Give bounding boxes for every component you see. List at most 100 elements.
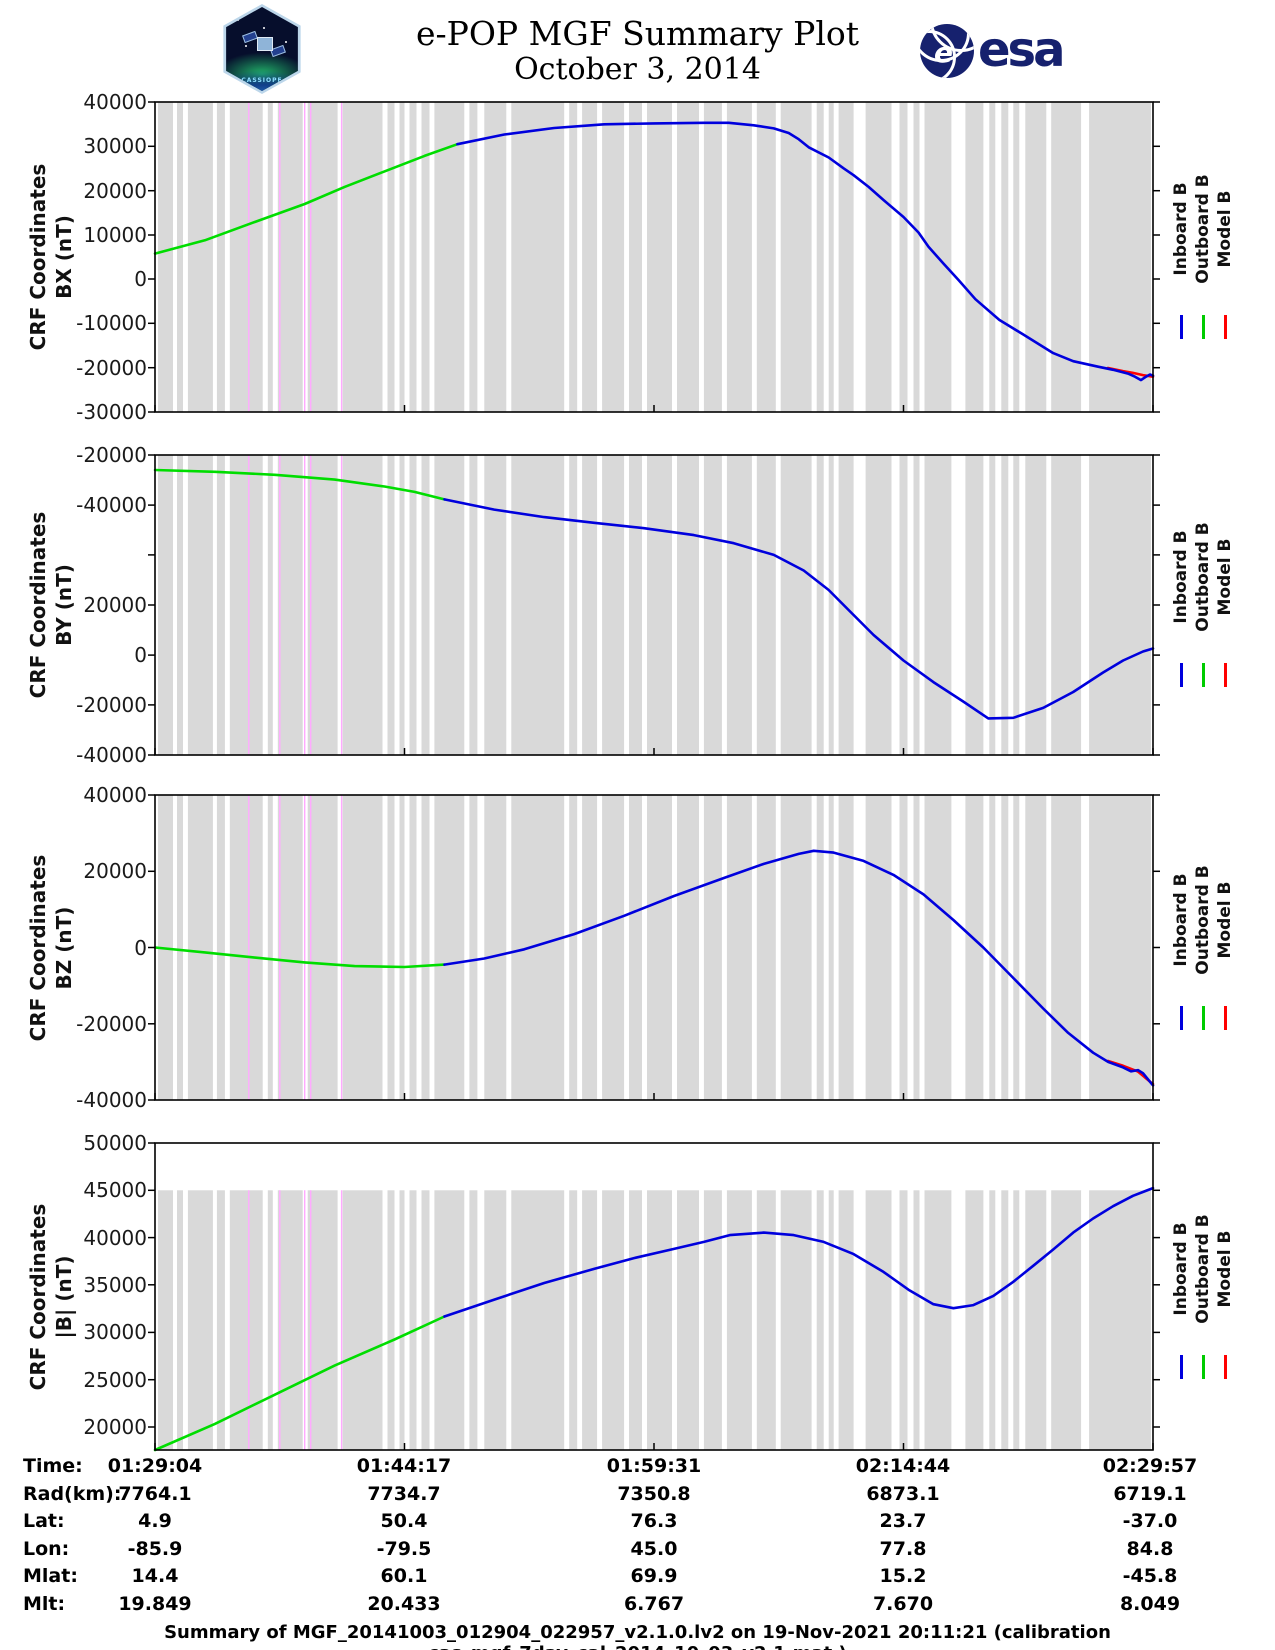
curve-outboard-by [153, 468, 446, 501]
page-subtitle-date: October 3, 2014 [514, 52, 761, 87]
legend-swatch-inboard-b [1180, 663, 1183, 687]
data-gap-band [1051, 102, 1082, 412]
table-cell: 01:44:17 [356, 1455, 452, 1477]
data-gap-band [434, 455, 465, 755]
data-gap-band [816, 795, 824, 1100]
data-gap-band [158, 455, 173, 755]
data-gap-band [511, 1190, 565, 1450]
data-gap-band [828, 1190, 834, 1450]
data-gap-band [828, 455, 834, 755]
data-gap-band [1089, 1190, 1151, 1450]
data-gap-band [434, 102, 465, 412]
y-tick-label-by: -40000 [76, 493, 147, 518]
data-gap-band [1013, 1190, 1020, 1450]
data-gap-band [569, 1190, 578, 1450]
data-gap-band [307, 1190, 338, 1450]
data-gap-band [1025, 795, 1047, 1100]
data-gap-band [1089, 102, 1151, 412]
data-gap-band [399, 102, 405, 412]
table-cell: 8.049 [1119, 1592, 1181, 1615]
data-gap-band [838, 455, 854, 755]
axis-label-line2-bz: BZ (nT) [52, 906, 76, 989]
legend-swatch-outboard-b [1202, 663, 1205, 687]
table-row-label: Rad(km): [23, 1482, 122, 1505]
table-cell: 7350.8 [617, 1482, 691, 1505]
data-gap-band [838, 795, 854, 1100]
y-tick-label-by: -40000 [76, 743, 147, 767]
data-gap-band [229, 795, 263, 1100]
data-gap-band [267, 1190, 273, 1450]
data-gap-band [421, 102, 430, 412]
data-gap-band [569, 102, 578, 412]
data-gap-band [277, 795, 303, 1100]
data-gap-band [511, 795, 565, 1100]
data-gap-band [899, 102, 908, 412]
table-cell: 50.4 [380, 1510, 428, 1532]
data-gap-band [582, 1190, 598, 1450]
curve-outboard-bx [153, 142, 459, 255]
data-gap-band [342, 795, 383, 1100]
data-gap-band [865, 102, 892, 412]
data-gap-band [703, 102, 722, 412]
data-gap-band [387, 1190, 395, 1450]
data-gap-band [187, 795, 213, 1100]
y-tick-label-bx: -30000 [76, 400, 147, 424]
data-gap-band [1089, 455, 1151, 755]
data-gap-band [187, 455, 213, 755]
data-gap-band [913, 102, 920, 412]
data-gap-band [307, 455, 338, 755]
y-tick-label-bx: 10000 [83, 222, 147, 247]
data-gap-band [277, 1190, 303, 1450]
data-gap-band [399, 455, 405, 755]
curve-inboard-bz [443, 849, 1155, 1087]
data-gap-band [158, 102, 173, 412]
legend-label-outboard-b: Outboard B [1193, 1213, 1213, 1324]
table-cell: -79.5 [376, 1537, 432, 1560]
data-gap-band [1013, 455, 1020, 755]
legend-swatch-model-b [1224, 1005, 1227, 1030]
plot-area-bmag [148, 1142, 1160, 1452]
data-gap-band [816, 1190, 824, 1450]
data-gap-band [1001, 455, 1009, 755]
table-row-label: Mlt: [23, 1592, 66, 1615]
legend-swatch-outboard-b [1202, 1354, 1205, 1379]
data-gap-band [582, 102, 598, 412]
data-gap-band [924, 455, 952, 755]
data-gap-band [387, 102, 395, 412]
y-tick-label-bmag: 20000 [83, 1414, 147, 1439]
legend-label-outboard-b: Outboard B [1193, 522, 1213, 632]
data-gap-band [780, 455, 812, 755]
y-tick-label-by: -20000 [76, 443, 147, 467]
data-gap-band [469, 1190, 478, 1450]
data-gap-band [726, 455, 752, 755]
data-gap-band [913, 455, 920, 755]
data-gap-band [602, 795, 625, 1100]
table-cell: 4.9 [138, 1510, 172, 1532]
data-gap-band [1051, 1190, 1082, 1450]
table-cell: 6873.1 [866, 1482, 940, 1505]
data-gap-band [511, 455, 565, 755]
legend-label-model-b: Model B [1215, 881, 1235, 958]
data-gap-band [602, 455, 625, 755]
data-gap-band [703, 795, 722, 1100]
data-gap-band [387, 795, 395, 1100]
data-gap-band [158, 1190, 173, 1450]
data-gap-band [756, 795, 776, 1100]
plot-area-bz [148, 794, 1160, 1101]
data-gap-band [409, 1190, 417, 1450]
axis-label-line2-bmag: |B| (nT) [52, 1255, 76, 1338]
axis-label-line1-bx: CRF Coordinates [26, 163, 50, 351]
y-tick-label-bx: 0 [134, 267, 147, 291]
data-gap-band [629, 1190, 642, 1450]
data-gap-band [1001, 102, 1009, 412]
data-gap-band [187, 102, 213, 412]
data-gap-band [277, 455, 303, 755]
data-gap-band [421, 1190, 430, 1450]
data-gap-band [582, 795, 598, 1100]
data-gap-band [409, 455, 417, 755]
footer-summary-line: Summary of MGF_20141003_012904_022957_v2… [164, 1622, 1111, 1650]
curve-inboard-bx [456, 121, 1155, 382]
plot-area-by [148, 454, 1160, 756]
legend-label-model-b: Model B [1215, 190, 1235, 268]
